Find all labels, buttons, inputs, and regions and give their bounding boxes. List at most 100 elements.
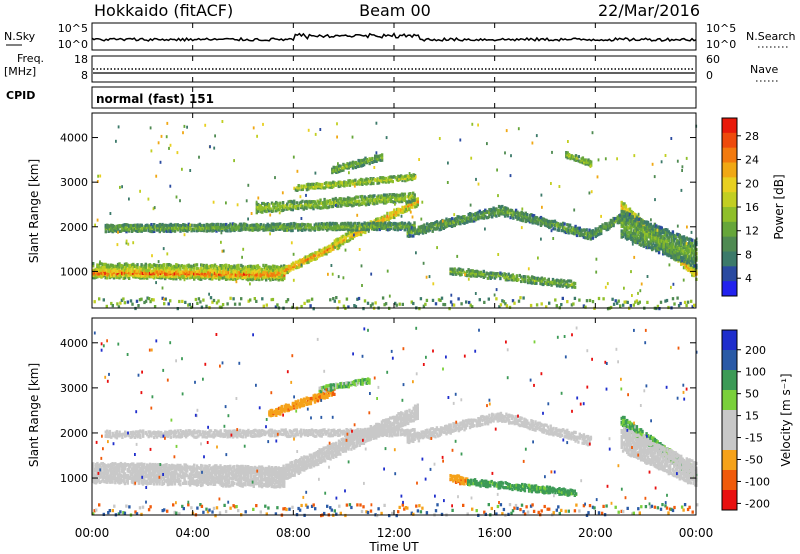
power-band-0-cell (200, 266, 203, 271)
power-noise-cell (374, 301, 377, 305)
power-band-6-cell (390, 177, 393, 181)
power-band-13-cell (645, 232, 648, 236)
power-band-4-cell (140, 226, 143, 230)
power-band-13-cell (656, 246, 659, 251)
power-band-6-cell (361, 178, 364, 182)
power-band-3-cell (350, 236, 353, 240)
power-band-13-cell (671, 254, 675, 258)
power-band-0-cell (157, 268, 160, 272)
power-band-4-cell (277, 224, 280, 228)
power-band-11-cell (572, 281, 575, 285)
power-band-8-cell (470, 215, 473, 219)
power-band-1-cell (166, 272, 170, 277)
power-band-13-cell (633, 238, 636, 242)
power-band-8-cell (413, 226, 416, 230)
power-band-10-cell (601, 226, 604, 230)
power-band-0-cell (186, 264, 189, 268)
power-band-4-cell (396, 228, 399, 232)
power-scatter-cell (147, 197, 150, 201)
power-band-5-cell (366, 202, 369, 206)
power-noise-cell (597, 296, 601, 301)
power-noise-cell (617, 299, 620, 303)
power-band-0-cell (271, 264, 275, 268)
power-band-4-cell (222, 225, 225, 229)
power-band-5-cell (268, 206, 271, 210)
power-band-5-cell (330, 201, 333, 205)
power-band-4-cell (391, 222, 394, 227)
power-band-14-cell (577, 159, 580, 163)
power-band-4-cell (359, 228, 362, 232)
power-band-7-cell (360, 164, 363, 168)
power-band-1-cell (147, 272, 150, 277)
power-noise-cell (614, 299, 617, 303)
power-band-4-cell (252, 223, 256, 227)
power-band-8-cell (430, 222, 433, 226)
power-band-13-cell (621, 232, 625, 236)
power-band-4-cell (363, 225, 366, 229)
power-band-4-cell (166, 224, 170, 228)
power-band-0-cell (158, 267, 161, 271)
power-band-4-cell (142, 226, 145, 231)
power-band-0-cell (190, 268, 193, 272)
power-band-3-cell (411, 202, 414, 206)
power-band-14-cell (580, 157, 583, 161)
power-scatter-cell (464, 273, 466, 276)
power-band-13-cell (684, 258, 687, 262)
power-band-0-cell (100, 262, 103, 266)
power-band-6-cell (351, 182, 354, 186)
power-scatter-cell (670, 137, 673, 140)
power-band-2-cell (328, 246, 331, 250)
power-noise-cell (345, 297, 349, 301)
power-band-4-cell (323, 224, 326, 228)
power-band-1-cell (216, 269, 219, 273)
power-band-4-cell (143, 225, 146, 229)
power-band-13-cell (675, 232, 679, 236)
power-band-6-cell (368, 179, 371, 183)
power-band-5-cell (384, 199, 387, 203)
power-band-1-cell (180, 270, 183, 274)
power-band-5-cell (392, 200, 395, 204)
power-band-9-cell (517, 214, 521, 218)
power-band-14-cell (584, 158, 587, 162)
power-band-9-cell (519, 218, 522, 222)
power-scatter-cell (475, 177, 477, 181)
power-band-4-cell (148, 224, 152, 228)
power-band-6-cell (366, 181, 370, 185)
power-band-4-cell (270, 222, 274, 226)
power-band-13-cell (666, 231, 669, 235)
power-band-8-cell (416, 230, 419, 234)
power-band-4-cell (375, 228, 379, 232)
power-band-6-cell (398, 175, 401, 179)
power-band-8-cell (439, 220, 443, 224)
power-band-11-cell (511, 273, 515, 277)
power-band-1-cell (230, 272, 233, 276)
power-scatter-cell (682, 278, 685, 282)
power-band-0-cell (121, 264, 124, 268)
power-band-0-cell (247, 278, 250, 282)
power-band-13-cell (645, 229, 648, 233)
power-band-4-cell (378, 227, 381, 232)
power-band-13-cell (653, 228, 657, 232)
power-band-5-cell (381, 200, 384, 204)
power-band-7-cell (368, 157, 371, 161)
power-scatter-cell (157, 141, 160, 145)
power-band-7-cell (343, 163, 346, 167)
power-band-10-cell (611, 221, 614, 225)
power-band-0-cell (111, 263, 114, 268)
power-band-6-cell (387, 176, 390, 180)
power-band-0-cell (183, 275, 186, 280)
freq-label-1: Freq. (17, 52, 44, 65)
power-band-3-cell (351, 236, 354, 240)
power-band-9-cell (563, 222, 566, 226)
power-band-8-cell (460, 217, 463, 221)
power-band-7-cell (351, 160, 355, 164)
power-band-1-cell (249, 271, 253, 275)
power-band-1-cell (141, 268, 145, 272)
power-scatter-cell (249, 282, 251, 286)
power-band-0-cell (209, 266, 213, 270)
power-band-8-cell (409, 230, 412, 234)
power-band-5-cell (257, 205, 260, 209)
power-noise-cell (468, 300, 471, 305)
power-band-9-cell (510, 213, 514, 217)
power-band-5-cell (392, 193, 395, 197)
